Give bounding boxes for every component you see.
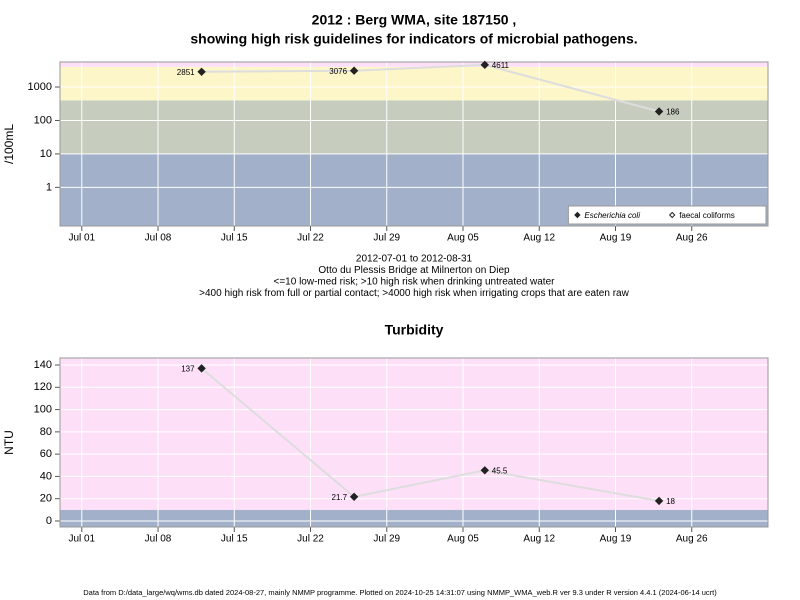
y-tick-label: 1 bbox=[46, 181, 52, 193]
data-point bbox=[480, 466, 490, 475]
series-line bbox=[200, 367, 660, 502]
footer: Data from D:/data_large/wq/wms.db dated … bbox=[83, 588, 717, 597]
chart-title: 2012 : Berg WMA, site 187150 , bbox=[312, 12, 517, 28]
y-tick-label: 1000 bbox=[28, 81, 52, 93]
x-tick-label: Jul 01 bbox=[68, 534, 95, 545]
data-point bbox=[654, 496, 664, 506]
x-tick-label: Jul 22 bbox=[297, 534, 324, 545]
y-tick-label: 10 bbox=[40, 148, 52, 160]
x-tick-label: Aug 19 bbox=[600, 534, 632, 545]
note: >400 high risk from full or partial cont… bbox=[199, 288, 629, 299]
data-label: 186 bbox=[666, 108, 680, 117]
legend-marker bbox=[668, 211, 676, 219]
plot-frame bbox=[59, 61, 769, 227]
risk-band bbox=[60, 358, 768, 510]
x-tick-label: Aug 12 bbox=[523, 233, 555, 244]
x-tick-label: Jul 08 bbox=[145, 233, 172, 244]
x-tick-label: Jul 22 bbox=[297, 233, 324, 244]
data-label: 18 bbox=[666, 497, 675, 506]
y-tick-label: 100 bbox=[34, 114, 52, 126]
y-tick-label: 140 bbox=[34, 359, 52, 371]
x-tick-label: Jul 15 bbox=[221, 534, 248, 545]
y-tick-label: 20 bbox=[40, 493, 52, 505]
data-label: 21.7 bbox=[332, 493, 348, 502]
legend-label: faecal coliforms bbox=[679, 211, 735, 220]
data-point bbox=[349, 492, 359, 502]
legend-label: Escherichia coli bbox=[584, 211, 640, 220]
x-tick-label: Jul 01 bbox=[68, 233, 95, 244]
data-point bbox=[480, 60, 490, 70]
chart-title: Turbidity bbox=[385, 322, 444, 338]
data-label: 4611 bbox=[492, 61, 510, 70]
x-tick-label: Aug 19 bbox=[600, 233, 632, 244]
series-line bbox=[201, 63, 660, 113]
plot-frame bbox=[59, 357, 769, 528]
y-tick-label: 0 bbox=[46, 515, 52, 527]
risk-band bbox=[60, 62, 768, 67]
data-point bbox=[197, 67, 206, 77]
x-tick-label: Jul 29 bbox=[373, 233, 400, 244]
y-tick-label: 80 bbox=[40, 426, 52, 438]
risk-band bbox=[60, 509, 768, 527]
risk-band bbox=[60, 66, 768, 101]
data-label: 45.5 bbox=[492, 466, 508, 475]
data-point bbox=[349, 66, 359, 75]
y-tick-label: 120 bbox=[34, 381, 52, 393]
note: Otto du Plessis Bridge at Milnerton on D… bbox=[318, 265, 510, 276]
x-tick-label: Aug 26 bbox=[676, 233, 708, 244]
data-point bbox=[654, 107, 664, 116]
risk-band bbox=[60, 100, 768, 154]
y-tick-label: 100 bbox=[34, 403, 52, 415]
data-label: 137 bbox=[181, 364, 195, 373]
y-tick-label: 60 bbox=[40, 448, 52, 460]
data-label: 3076 bbox=[329, 67, 347, 76]
legend-marker bbox=[574, 211, 581, 219]
note: <=10 low-med risk; >10 high risk when dr… bbox=[274, 277, 556, 288]
y-axis-label: /100mL bbox=[2, 124, 16, 164]
x-tick-label: Jul 15 bbox=[221, 233, 248, 244]
chart-title: showing high risk guidelines for indicat… bbox=[190, 31, 637, 47]
x-tick-label: Aug 05 bbox=[447, 233, 479, 244]
data-label: 2851 bbox=[177, 68, 195, 77]
x-tick-label: Jul 08 bbox=[145, 534, 172, 545]
x-tick-label: Aug 26 bbox=[676, 534, 708, 545]
y-axis-label: NTU bbox=[2, 430, 16, 455]
legend-box bbox=[567, 205, 767, 225]
x-tick-label: Aug 12 bbox=[523, 534, 555, 545]
x-tick-label: Jul 29 bbox=[373, 534, 400, 545]
data-point bbox=[197, 364, 206, 373]
x-tick-label: Aug 05 bbox=[447, 534, 479, 545]
note: 2012-07-01 to 2012-08-31 bbox=[356, 254, 473, 265]
y-tick-label: 40 bbox=[40, 470, 52, 482]
